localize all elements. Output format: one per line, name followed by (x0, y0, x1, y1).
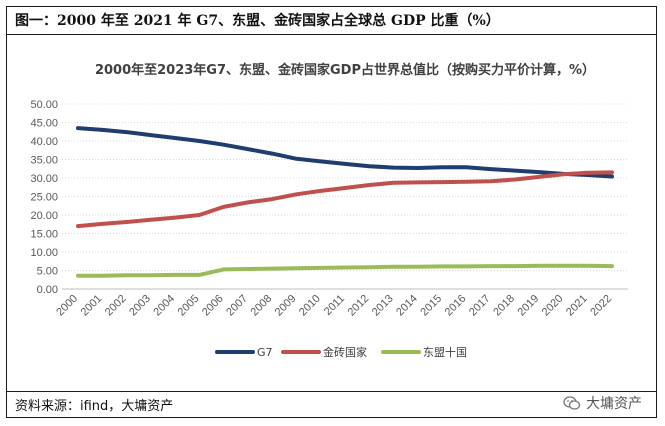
source-label: 资料来源：ifind，大墉资产 (15, 399, 174, 414)
y-tick-label: 50.00 (30, 99, 58, 111)
x-tick-label: 2002 (103, 293, 129, 319)
figure-frame: 图一：2000 年至 2021 年 G7、东盟、金砖国家占全球总 GDP 比重（… (6, 6, 657, 418)
y-tick-label: 0.00 (37, 284, 58, 296)
y-tick-label: 15.00 (30, 229, 58, 241)
x-tick-label: 2008 (249, 293, 275, 319)
y-tick-label: 45.00 (30, 118, 58, 130)
x-tick-label: 2016 (443, 293, 469, 319)
y-tick-label: 30.00 (30, 173, 58, 185)
x-tick-label: 2000 (54, 293, 80, 319)
series-line (76, 170, 614, 229)
series-line (76, 126, 614, 179)
x-tick-label: 2009 (273, 293, 299, 319)
y-tick-label: 40.00 (30, 136, 58, 148)
y-tick-label: 5.00 (37, 266, 58, 278)
x-tick-label: 2006 (200, 293, 226, 319)
x-tick-label: 2017 (467, 293, 493, 319)
watermark-text: 大墉资产 (586, 396, 642, 412)
legend-label: G7 (257, 346, 273, 359)
x-tick-label: 2003 (127, 293, 153, 319)
y-tick-label: 20.00 (30, 210, 58, 222)
x-tick-label: 2005 (176, 293, 202, 319)
x-tick-label: 2011 (322, 293, 347, 318)
figure-footer: 资料来源：ifind，大墉资产 大墉资产 (7, 391, 656, 418)
x-tick-label: 2022 (588, 293, 614, 319)
figure-header: 图一：2000 年至 2021 年 G7、东盟、金砖国家占全球总 GDP 比重（… (7, 7, 656, 35)
x-tick-label: 2013 (370, 293, 396, 319)
watermark: 大墉资产 (563, 393, 642, 413)
chart-title: 2000年至2023年G7、东盟、金砖国家GDP占世界总值比（按购买力平价计算，… (95, 62, 595, 78)
y-tick-label: 35.00 (30, 155, 58, 167)
x-tick-label: 2020 (540, 293, 566, 319)
wechat-icon (563, 396, 581, 410)
x-tick-label: 2004 (151, 293, 177, 319)
x-tick-label: 2010 (297, 293, 323, 319)
legend-label: 东盟十国 (423, 345, 467, 359)
x-tick-label: 2018 (491, 293, 517, 319)
legend-label: 金砖国家 (323, 345, 367, 359)
y-tick-label: 10.00 (30, 247, 58, 259)
x-tick-label: 2007 (224, 293, 250, 319)
x-tick-label: 2015 (418, 293, 444, 319)
y-tick-label: 25.00 (30, 192, 58, 204)
x-tick-label: 2001 (79, 293, 105, 319)
x-tick-label: 2014 (394, 293, 420, 319)
x-tick-label: 2012 (346, 293, 372, 319)
x-tick-label: 2021 (564, 293, 590, 319)
x-tick-label: 2019 (516, 293, 542, 319)
series-line (76, 263, 614, 278)
